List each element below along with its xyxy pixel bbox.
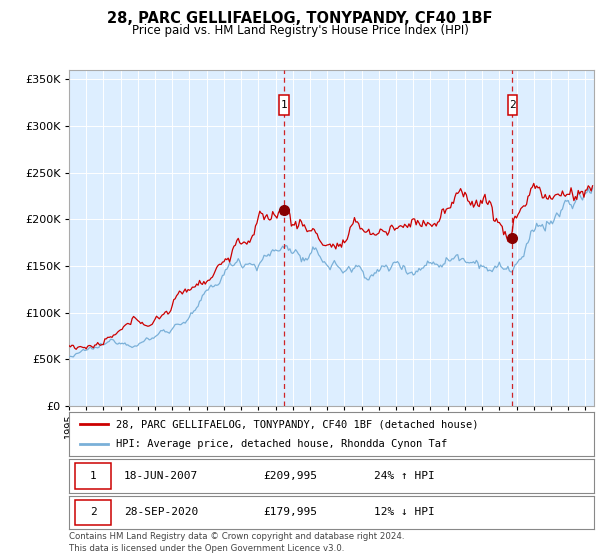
Text: HPI: Average price, detached house, Rhondda Cynon Taf: HPI: Average price, detached house, Rhon… xyxy=(116,439,448,449)
Text: 2: 2 xyxy=(509,100,515,110)
Text: 12% ↓ HPI: 12% ↓ HPI xyxy=(373,507,434,517)
FancyBboxPatch shape xyxy=(280,95,289,115)
FancyBboxPatch shape xyxy=(76,463,111,489)
Text: 1: 1 xyxy=(281,100,287,110)
Text: £209,995: £209,995 xyxy=(263,471,317,481)
Text: 28, PARC GELLIFAELOG, TONYPANDY, CF40 1BF (detached house): 28, PARC GELLIFAELOG, TONYPANDY, CF40 1B… xyxy=(116,419,479,429)
Text: £179,995: £179,995 xyxy=(263,507,317,517)
FancyBboxPatch shape xyxy=(508,95,517,115)
Text: 28, PARC GELLIFAELOG, TONYPANDY, CF40 1BF: 28, PARC GELLIFAELOG, TONYPANDY, CF40 1B… xyxy=(107,11,493,26)
Text: Price paid vs. HM Land Registry's House Price Index (HPI): Price paid vs. HM Land Registry's House … xyxy=(131,24,469,36)
Text: Contains HM Land Registry data © Crown copyright and database right 2024.: Contains HM Land Registry data © Crown c… xyxy=(69,532,404,541)
Text: 2: 2 xyxy=(90,507,97,517)
Text: 18-JUN-2007: 18-JUN-2007 xyxy=(124,471,199,481)
FancyBboxPatch shape xyxy=(76,500,111,525)
Text: 1: 1 xyxy=(90,471,97,481)
Text: This data is licensed under the Open Government Licence v3.0.: This data is licensed under the Open Gov… xyxy=(69,544,344,553)
Text: 28-SEP-2020: 28-SEP-2020 xyxy=(124,507,199,517)
Text: 24% ↑ HPI: 24% ↑ HPI xyxy=(373,471,434,481)
